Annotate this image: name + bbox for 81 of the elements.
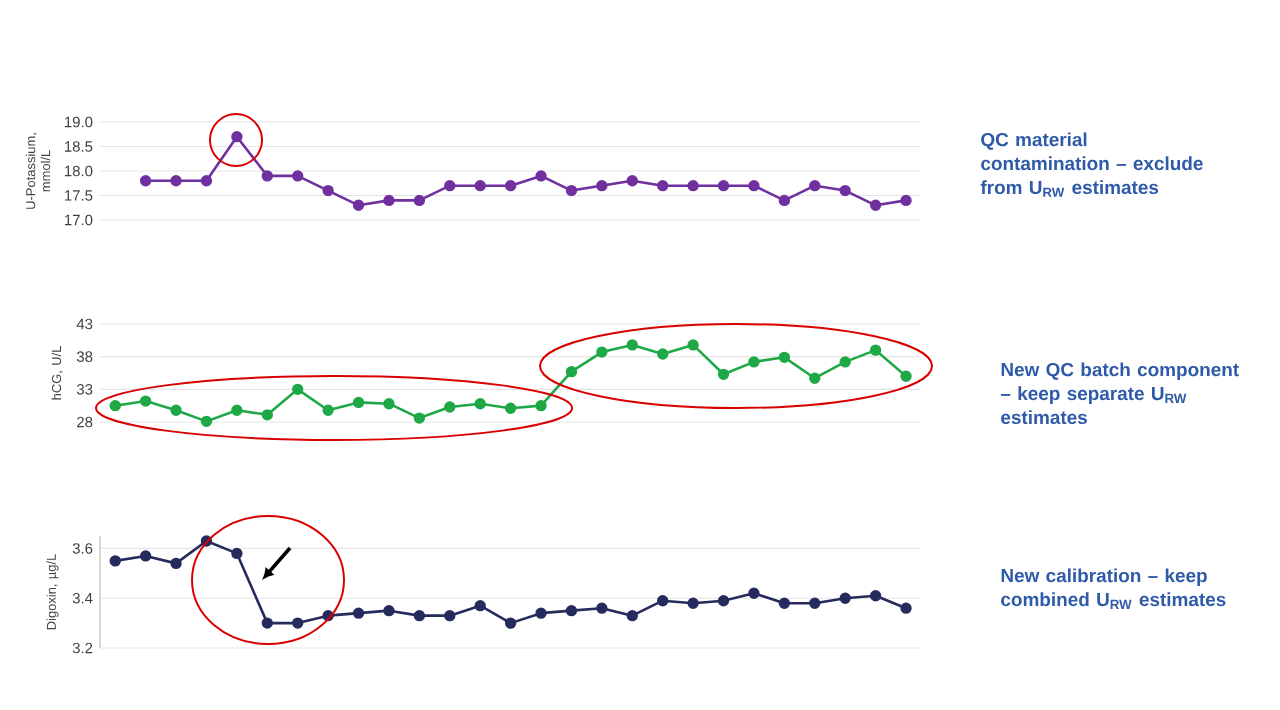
point bbox=[292, 383, 304, 396]
point bbox=[839, 592, 851, 604]
point bbox=[322, 404, 334, 416]
point bbox=[565, 184, 578, 197]
point bbox=[687, 180, 699, 192]
point bbox=[413, 194, 426, 207]
point bbox=[383, 604, 395, 617]
point bbox=[322, 184, 334, 197]
text: QC material contamination – exclude from U$_{RW}$ estimates bbox=[980, 132, 1203, 197]
point bbox=[657, 180, 669, 192]
point bbox=[626, 609, 638, 622]
point bbox=[352, 396, 365, 409]
point bbox=[139, 395, 152, 407]
text: New calibration – keep combined U$_{RW}$ estimates bbox=[1001, 568, 1226, 609]
point bbox=[717, 180, 730, 192]
point bbox=[231, 404, 243, 416]
point bbox=[261, 617, 273, 629]
point bbox=[748, 356, 760, 368]
point bbox=[444, 609, 456, 622]
point bbox=[626, 175, 638, 187]
point bbox=[596, 346, 608, 358]
point bbox=[109, 399, 121, 412]
point bbox=[687, 339, 699, 351]
point bbox=[413, 412, 426, 424]
point bbox=[139, 175, 152, 187]
point bbox=[778, 351, 791, 363]
point bbox=[535, 607, 547, 619]
point bbox=[900, 194, 912, 207]
point bbox=[261, 409, 273, 421]
point bbox=[809, 180, 821, 192]
point bbox=[839, 356, 851, 368]
point bbox=[444, 180, 456, 192]
point bbox=[200, 415, 213, 428]
point bbox=[474, 180, 486, 192]
point bbox=[687, 597, 699, 609]
point bbox=[657, 595, 669, 607]
point bbox=[778, 194, 791, 207]
point bbox=[504, 617, 517, 629]
point bbox=[200, 175, 213, 187]
point bbox=[504, 180, 517, 192]
point bbox=[474, 398, 486, 410]
point bbox=[565, 604, 578, 617]
point bbox=[231, 131, 243, 143]
point bbox=[352, 199, 365, 211]
point bbox=[261, 170, 273, 182]
point bbox=[748, 587, 760, 599]
point bbox=[292, 170, 304, 182]
point bbox=[231, 547, 243, 560]
point bbox=[170, 404, 182, 416]
point bbox=[596, 180, 608, 192]
point bbox=[474, 600, 486, 612]
point bbox=[109, 555, 121, 567]
point bbox=[869, 199, 882, 211]
point bbox=[596, 602, 608, 614]
point bbox=[444, 401, 456, 413]
text: New QC batch component – keep separate U$_{RW}$ estimates bbox=[1000, 362, 1239, 425]
point bbox=[657, 348, 669, 360]
point bbox=[383, 398, 395, 410]
point bbox=[717, 595, 730, 607]
point bbox=[352, 607, 365, 619]
point bbox=[748, 180, 760, 192]
point bbox=[413, 609, 426, 622]
point bbox=[839, 184, 851, 197]
point bbox=[809, 372, 821, 384]
point bbox=[717, 368, 730, 380]
point bbox=[292, 617, 304, 629]
point bbox=[504, 402, 517, 414]
point bbox=[535, 399, 547, 412]
point bbox=[869, 590, 882, 602]
point bbox=[900, 602, 912, 614]
point bbox=[900, 370, 912, 382]
point bbox=[778, 597, 791, 609]
point bbox=[139, 550, 152, 562]
point bbox=[809, 597, 821, 609]
point bbox=[383, 194, 395, 207]
point bbox=[565, 366, 578, 378]
point bbox=[535, 170, 547, 182]
point bbox=[626, 339, 638, 351]
point bbox=[869, 344, 882, 356]
point bbox=[170, 557, 182, 570]
point bbox=[170, 175, 182, 187]
